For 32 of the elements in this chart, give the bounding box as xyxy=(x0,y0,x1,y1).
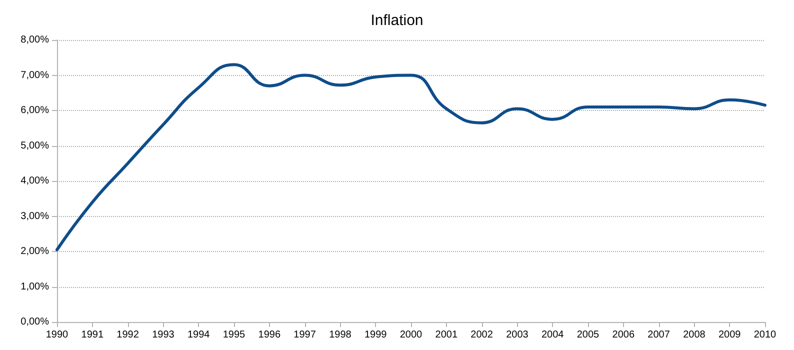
x-tick-label: 1999 xyxy=(364,330,388,340)
y-tick-label: 8,00% xyxy=(20,34,50,46)
y-tick-label: 3,00% xyxy=(20,210,50,222)
x-tick-label: 2007 xyxy=(648,330,670,340)
x-tick-label: 2004 xyxy=(541,330,564,340)
x-tick-label: 2003 xyxy=(506,330,529,340)
x-tick-label: 2009 xyxy=(718,330,742,340)
x-tick-label: 1990 xyxy=(46,330,69,340)
y-tick-label: 4,00% xyxy=(20,176,50,186)
y-tick-label: 1,00% xyxy=(20,281,50,292)
x-tick-label: 2002 xyxy=(470,330,494,340)
x-tick-label: 1998 xyxy=(329,330,352,340)
x-tick-label: 1995 xyxy=(222,330,246,340)
x-tick-label: 2008 xyxy=(683,330,706,340)
y-tick-label: 7,00% xyxy=(20,70,50,81)
y-tick-label: 0,00% xyxy=(20,316,50,328)
y-tick-label: 5,00% xyxy=(20,140,50,152)
x-tick-label: 1994 xyxy=(187,330,210,340)
x-tick-label: 2000 xyxy=(400,330,423,340)
x-tick-label: 1991 xyxy=(81,330,104,340)
line-series xyxy=(56,63,766,252)
x-tick-label: 1993 xyxy=(152,330,175,340)
x-tick-label: 2005 xyxy=(576,330,600,340)
x-tick-label: 2010 xyxy=(754,330,777,340)
x-tick-label: 2006 xyxy=(612,330,635,340)
chart-title: Inflation xyxy=(370,12,424,29)
x-tick-label: 1997 xyxy=(294,330,316,340)
x-tick-label: 2001 xyxy=(435,330,458,340)
y-tick-label: 2,00% xyxy=(20,246,50,257)
y-tick-label: 6,00% xyxy=(20,105,50,116)
x-tick-label: 1996 xyxy=(258,330,281,340)
x-tick-label: 1992 xyxy=(116,330,140,340)
